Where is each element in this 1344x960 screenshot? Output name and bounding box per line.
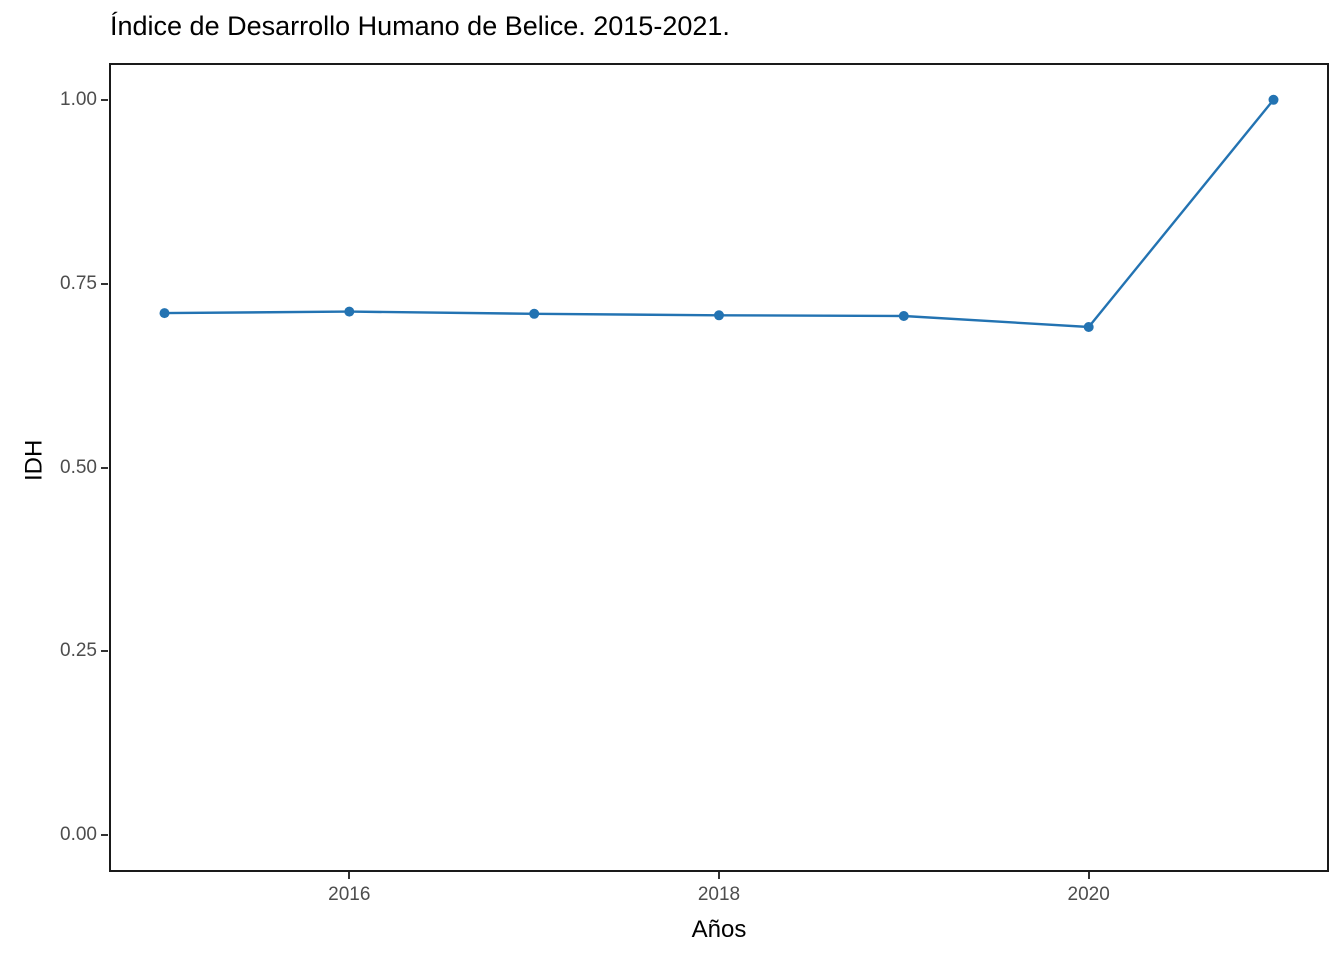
x-tick-label: 2020 <box>1067 884 1110 905</box>
x-tick-mark <box>348 872 351 879</box>
y-tick-mark <box>101 650 108 653</box>
y-tick-label: 0.00 <box>60 824 97 846</box>
y-tick-label: 0.50 <box>60 456 97 478</box>
chart-title: Índice de Desarrollo Humano de Belice. 2… <box>110 11 730 41</box>
x-axis-title: Años <box>691 916 747 943</box>
y-tick-label: 0.25 <box>60 640 97 662</box>
y-tick-label: 1.00 <box>60 88 97 110</box>
x-tick-label: 2018 <box>697 884 741 905</box>
y-tick-mark <box>101 466 108 469</box>
x-tick-mark <box>718 872 720 879</box>
y-tick-label: 0.75 <box>60 272 97 294</box>
y-tick-mark <box>101 98 108 101</box>
x-tick-label: 2016 <box>328 884 371 905</box>
x-tick-mark <box>1087 872 1090 879</box>
plot-panel <box>109 63 1329 872</box>
y-tick-mark <box>101 834 108 837</box>
y-tick-mark <box>101 282 108 285</box>
